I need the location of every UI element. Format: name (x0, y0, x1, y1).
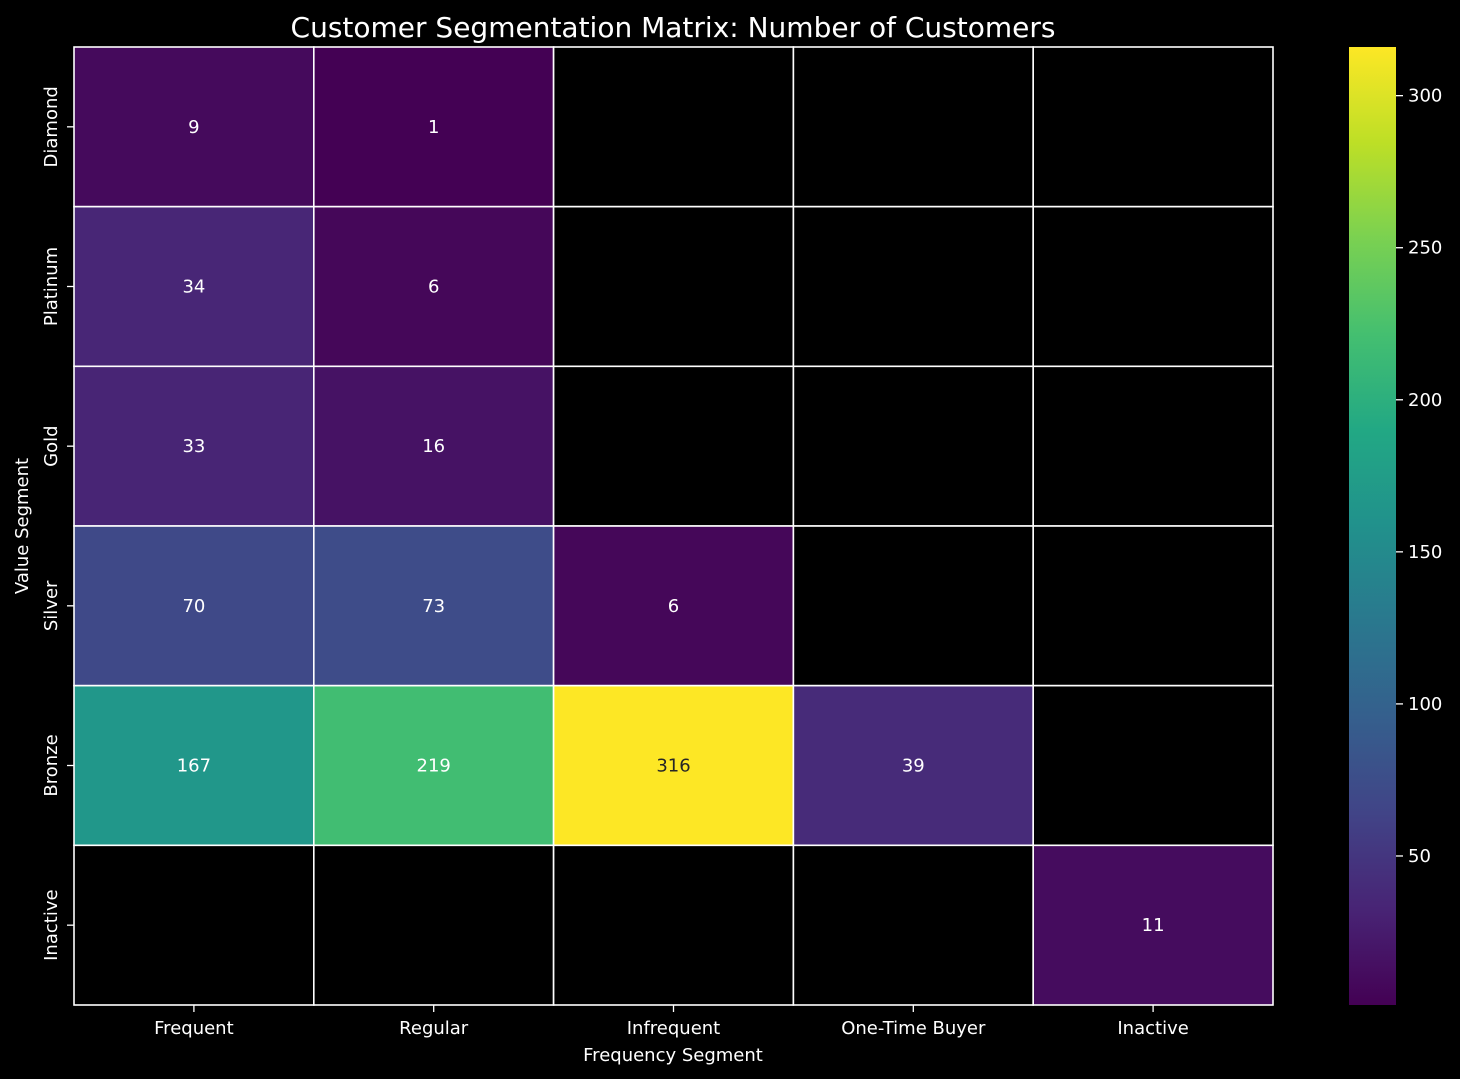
x-tick-label: One-Time Buyer (841, 1018, 986, 1039)
colorbar-tick-label: 200 (1408, 390, 1442, 411)
x-tick-label: Infrequent (627, 1018, 721, 1039)
cell-value-label: 167 (177, 756, 211, 777)
heatmap-cell (73, 46, 315, 208)
cell-value-label: 1 (428, 117, 439, 138)
heatmap-cell (1032, 365, 1274, 527)
cell-value-label: 11 (1142, 915, 1165, 936)
y-tick-label: Inactive (41, 889, 62, 960)
colorbar: 50 100 150 200 250 300 (1349, 47, 1442, 1005)
heatmap-cell (552, 365, 795, 527)
heatmap-cell (1032, 844, 1274, 1006)
heatmap-cell (792, 46, 1035, 208)
x-tick-label: Frequent (154, 1018, 234, 1039)
cell-value-label: 16 (422, 436, 445, 457)
cell-value-label: 34 (182, 277, 205, 298)
y-tick-label: Silver (41, 580, 62, 631)
heatmap-cell (312, 844, 555, 1006)
heatmap-cell (552, 844, 795, 1006)
heatmap-cell (1032, 46, 1274, 208)
cell-value-label: 70 (182, 596, 205, 617)
colorbar-tick-label: 250 (1408, 238, 1442, 259)
x-axis: Frequent Regular Infrequent One-Time Buyer I… (154, 1005, 1189, 1039)
y-tick-label: Platinum (41, 247, 62, 326)
colorbar-tick-label: 100 (1408, 694, 1442, 715)
cell-value-label: 6 (668, 596, 679, 617)
heatmap-cell (312, 46, 555, 208)
heatmap-cell (312, 205, 555, 368)
heatmap-cell (73, 844, 315, 1006)
x-tick-label: Regular (399, 1018, 469, 1039)
x-axis-label: Frequency Segment (583, 1045, 763, 1066)
heatmap-cell (792, 205, 1035, 368)
heatmap-cell (1032, 684, 1274, 847)
heatmap-cell (73, 684, 315, 847)
heatmap-cell (552, 684, 795, 847)
heatmap-cell (792, 844, 1035, 1006)
y-tick-label: Gold (41, 425, 62, 466)
heatmap-cell (552, 46, 795, 208)
heatmap-cell (73, 525, 315, 687)
y-axis: Diamond Platinum Gold Silver Bronze Inactive (41, 86, 74, 961)
cell-value-label: 316 (656, 756, 690, 777)
heatmap-cell (1032, 525, 1274, 687)
heatmap-cell (792, 365, 1035, 527)
cell-value-label: 219 (417, 756, 451, 777)
cell-value-label: 39 (902, 756, 925, 777)
cell-value-label: 33 (182, 436, 205, 457)
heatmap-cells (73, 46, 1274, 1006)
colorbar-gradient (1349, 47, 1396, 1005)
x-tick-label: Inactive (1117, 1018, 1188, 1039)
y-axis-label: Value Segment (12, 458, 33, 594)
cell-labels: 9 1 34 6 33 16 70 73 6 167 219 316 39 11 (177, 117, 1165, 936)
heatmap-cell (73, 205, 315, 368)
heatmap-cell (552, 205, 795, 368)
cell-value-label: 9 (188, 117, 199, 138)
heatmap-cell (552, 525, 795, 687)
colorbar-tick-label: 150 (1408, 542, 1442, 563)
y-tick-label: Diamond (41, 86, 62, 167)
chart-title: Customer Segmentation Matrix: Number of … (291, 11, 1056, 44)
heatmap-cell (792, 684, 1035, 847)
cell-value-label: 6 (428, 277, 439, 298)
y-tick-label: Bronze (41, 734, 62, 796)
heatmap-cell (792, 525, 1035, 687)
colorbar-tick-label: 50 (1408, 846, 1431, 867)
heatmap-cell (1032, 205, 1274, 368)
cell-value-label: 73 (422, 596, 445, 617)
colorbar-tick-label: 300 (1408, 86, 1442, 107)
heatmap-cell (312, 525, 555, 687)
